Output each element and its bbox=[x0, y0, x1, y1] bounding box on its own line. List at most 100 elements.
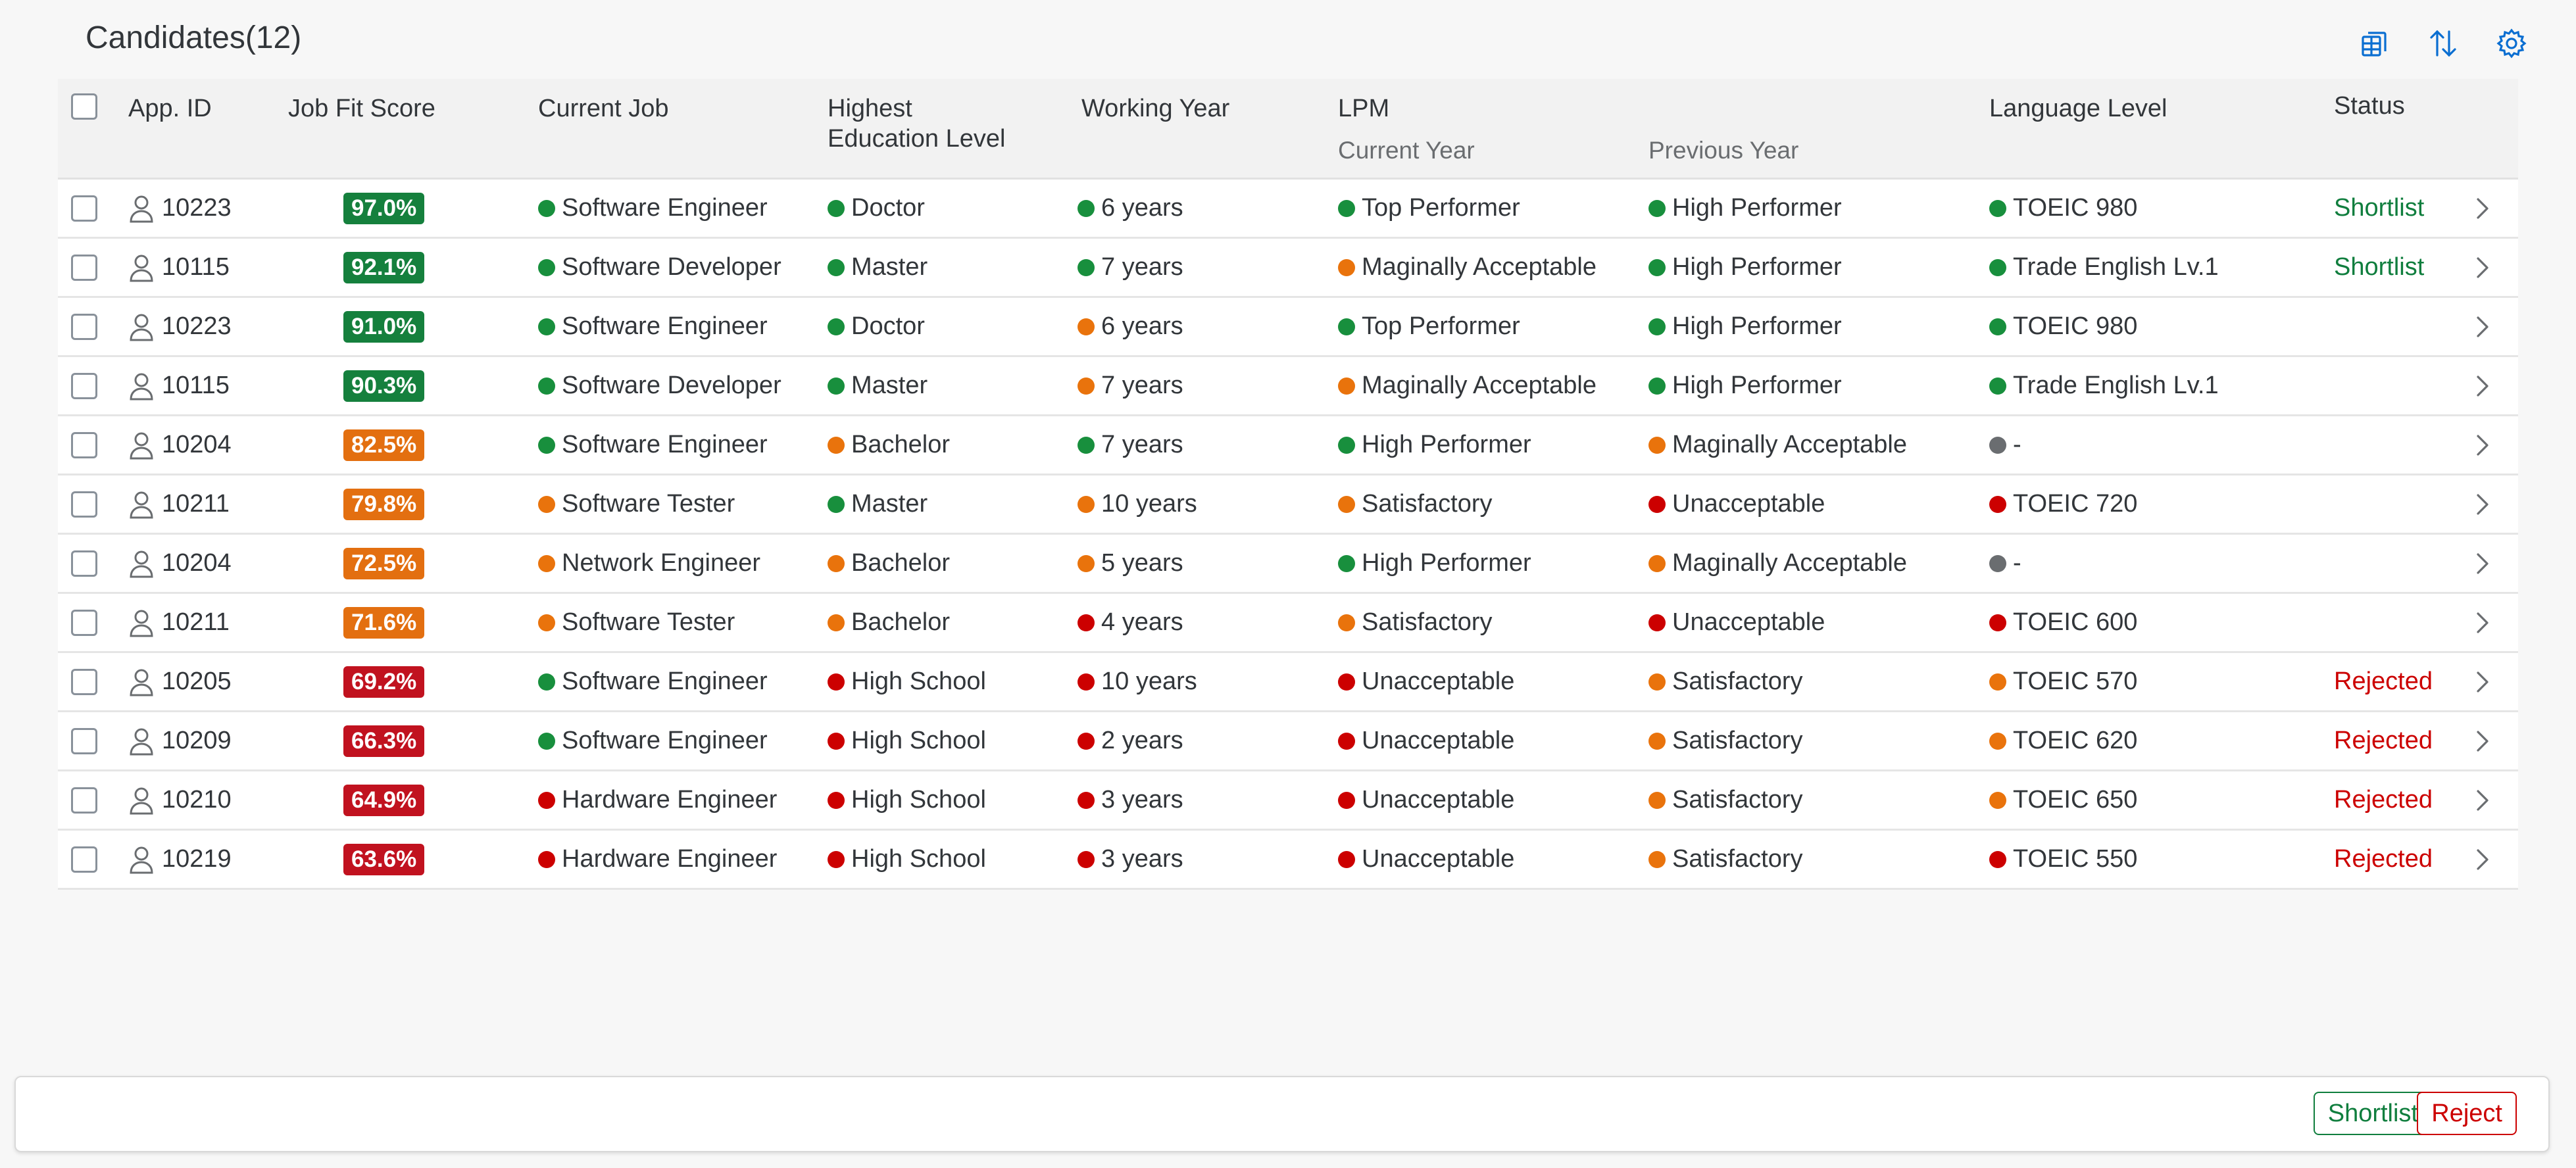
current-job: Hardware Engineer bbox=[538, 771, 777, 829]
row-checkbox[interactable] bbox=[71, 313, 97, 340]
chevron-right-icon[interactable] bbox=[2473, 771, 2492, 829]
education-level-text: High School bbox=[851, 786, 986, 814]
person-icon bbox=[129, 549, 154, 578]
current-job: Software Developer bbox=[538, 239, 781, 296]
reject-button[interactable]: Reject bbox=[2417, 1092, 2517, 1135]
row-checkbox[interactable] bbox=[71, 550, 97, 577]
chevron-right-icon[interactable] bbox=[2473, 653, 2492, 710]
job-fit-score-badge: 82.5% bbox=[343, 429, 425, 461]
header-education[interactable]: Highest Education Level bbox=[828, 93, 1005, 154]
person-icon bbox=[129, 253, 154, 282]
chevron-right-icon[interactable] bbox=[2473, 416, 2492, 474]
current-job-text: Network Engineer bbox=[562, 549, 761, 577]
header-language-level[interactable]: Language Level bbox=[1989, 95, 2167, 122]
status-dot bbox=[538, 377, 555, 395]
table-row[interactable]: 10223 91.0% Software Engineer Doctor 6 y… bbox=[58, 298, 2518, 357]
table-row[interactable]: 10211 71.6% Software Tester Bachelor 4 y… bbox=[58, 594, 2518, 653]
lpm-current-year-text: Unacceptable bbox=[1362, 668, 1515, 695]
header-lpm-previous-year[interactable]: Previous Year bbox=[1648, 137, 1799, 164]
table-row[interactable]: 10205 69.2% Software Engineer High Schoo… bbox=[58, 653, 2518, 712]
table-row[interactable]: 10115 92.1% Software Developer Master 7 … bbox=[58, 239, 2518, 298]
export-icon[interactable] bbox=[2356, 25, 2393, 62]
app-id-cell: 10205 bbox=[129, 653, 232, 710]
status-dot bbox=[828, 554, 845, 572]
table-row[interactable]: 10204 82.5% Software Engineer Bachelor 7… bbox=[58, 416, 2518, 475]
sort-icon[interactable] bbox=[2425, 25, 2462, 62]
status-dot bbox=[538, 673, 555, 691]
row-checkbox[interactable] bbox=[71, 668, 97, 695]
chevron-right-icon[interactable] bbox=[2473, 712, 2492, 769]
chevron-right-icon[interactable] bbox=[2473, 535, 2492, 592]
row-checkbox[interactable] bbox=[71, 609, 97, 636]
lpm-previous-year-text: Satisfactory bbox=[1672, 786, 1803, 814]
current-job: Hardware Engineer bbox=[538, 831, 777, 888]
table-row[interactable]: 10210 64.9% Hardware Engineer High Schoo… bbox=[58, 771, 2518, 831]
app-id: 10223 bbox=[162, 194, 232, 222]
job-fit-score-badge: 69.2% bbox=[343, 666, 425, 698]
lpm-current-year: Top Performer bbox=[1338, 298, 1520, 355]
settings-icon[interactable] bbox=[2493, 25, 2530, 62]
job-fit-score-cell: 79.8% bbox=[343, 475, 425, 533]
header-app-id[interactable]: App. ID bbox=[128, 95, 212, 122]
lpm-previous-year-text: High Performer bbox=[1672, 253, 1842, 281]
status-dot bbox=[1338, 318, 1355, 335]
app-id: 10115 bbox=[162, 372, 230, 399]
status-dot bbox=[1077, 377, 1095, 395]
lpm-current-year: Satisfactory bbox=[1338, 475, 1493, 533]
job-fit-score-badge: 91.0% bbox=[343, 310, 425, 343]
language-level-text: TOEIC 650 bbox=[2013, 786, 2138, 814]
status-dot bbox=[1989, 436, 2006, 454]
language-level-text: - bbox=[2013, 431, 2021, 458]
header-job-fit-score[interactable]: Job Fit Score bbox=[288, 95, 435, 122]
table-row[interactable]: 10115 90.3% Software Developer Master 7 … bbox=[58, 357, 2518, 416]
status-dot bbox=[828, 436, 845, 454]
table-row[interactable]: 10211 79.8% Software Tester Master 10 ye… bbox=[58, 475, 2518, 535]
header-current-job[interactable]: Current Job bbox=[538, 95, 669, 122]
status-dot bbox=[1077, 318, 1095, 335]
status-dot bbox=[828, 199, 845, 217]
status-dot bbox=[1338, 436, 1355, 454]
current-job: Software Engineer bbox=[538, 653, 768, 710]
chevron-right-icon[interactable] bbox=[2473, 475, 2492, 533]
lpm-current-year: Unacceptable bbox=[1338, 712, 1514, 769]
header-lpm-current-year[interactable]: Current Year bbox=[1338, 137, 1475, 164]
status-dot bbox=[1077, 495, 1095, 513]
job-fit-score-badge: 71.6% bbox=[343, 606, 425, 639]
current-job-text: Hardware Engineer bbox=[562, 786, 778, 814]
status-dot bbox=[1648, 673, 1666, 691]
table-row[interactable]: 10209 66.3% Software Engineer High Schoo… bbox=[58, 712, 2518, 771]
row-checkbox[interactable] bbox=[71, 787, 97, 814]
table-row[interactable]: 10204 72.5% Network Engineer Bachelor 5 … bbox=[58, 535, 2518, 594]
header-status[interactable]: Status bbox=[2334, 92, 2405, 120]
status-dot bbox=[1648, 732, 1666, 750]
chevron-right-icon[interactable] bbox=[2473, 180, 2492, 237]
row-checkbox[interactable] bbox=[71, 846, 97, 873]
education-level: Bachelor bbox=[828, 535, 950, 592]
working-year-text: 4 years bbox=[1101, 608, 1183, 636]
header-working-year[interactable]: Working Year bbox=[1081, 95, 1230, 122]
row-checkbox[interactable] bbox=[71, 195, 97, 222]
app-id: 10209 bbox=[162, 727, 232, 754]
chevron-right-icon[interactable] bbox=[2473, 298, 2492, 355]
row-checkbox[interactable] bbox=[71, 727, 97, 754]
status-dot bbox=[828, 850, 845, 868]
chevron-right-icon[interactable] bbox=[2473, 831, 2492, 888]
status-dot bbox=[1648, 554, 1666, 572]
lpm-previous-year-text: High Performer bbox=[1672, 194, 1842, 222]
table-row[interactable]: 10219 63.6% Hardware Engineer High Schoo… bbox=[58, 831, 2518, 890]
row-checkbox[interactable] bbox=[71, 372, 97, 399]
select-all-checkbox[interactable] bbox=[71, 93, 97, 120]
shortlist-button[interactable]: Shortlist bbox=[2313, 1092, 2433, 1135]
status-dot bbox=[1077, 554, 1095, 572]
chevron-right-icon[interactable] bbox=[2473, 594, 2492, 651]
job-fit-score-cell: 63.6% bbox=[343, 831, 425, 888]
lpm-previous-year-text: Unacceptable bbox=[1672, 490, 1825, 518]
status-dot bbox=[1077, 850, 1095, 868]
row-checkbox[interactable] bbox=[71, 491, 97, 518]
chevron-right-icon[interactable] bbox=[2473, 239, 2492, 296]
language-level: TOEIC 600 bbox=[1989, 594, 2137, 651]
chevron-right-icon[interactable] bbox=[2473, 357, 2492, 414]
row-checkbox[interactable] bbox=[71, 431, 97, 458]
row-checkbox[interactable] bbox=[71, 254, 97, 281]
table-row[interactable]: 10223 97.0% Software Engineer Doctor 6 y… bbox=[58, 180, 2518, 239]
